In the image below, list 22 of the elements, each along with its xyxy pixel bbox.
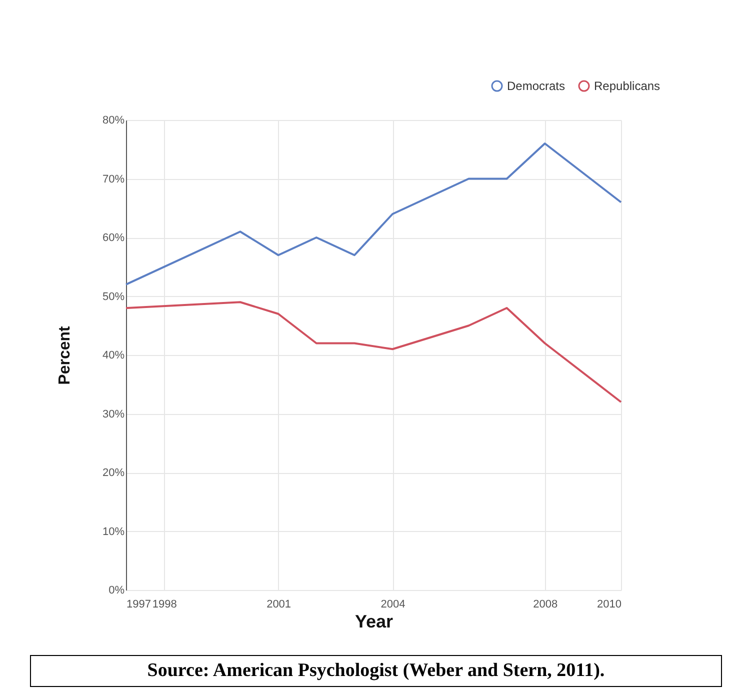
source-note: Source: American Psychologist (Weber and Stern, 2011). xyxy=(30,655,722,687)
x-tick-label: 2010 xyxy=(597,598,622,610)
legend-label: Republicans xyxy=(594,79,660,93)
y-axis-title: Percent xyxy=(56,325,74,385)
y-tick-label: 50% xyxy=(102,290,125,303)
x-tick-label: 1998 xyxy=(152,598,177,610)
x-tick-label: 2001 xyxy=(266,598,292,610)
y-tick-label: 10% xyxy=(102,526,125,538)
y-tick-label: 40% xyxy=(102,350,125,362)
x-tick-label: 2008 xyxy=(533,598,558,610)
line-series xyxy=(125,142,622,286)
x-tick-label: 1997 xyxy=(126,598,151,610)
y-tick-label: 60% xyxy=(102,232,125,244)
x-tick-label: 2004 xyxy=(380,598,406,610)
line-series xyxy=(125,301,622,403)
legend-label: Democrats xyxy=(507,79,566,93)
y-tick-label: 80% xyxy=(102,114,125,126)
x-axis-title: Year xyxy=(354,612,394,632)
y-tick-label: 30% xyxy=(102,408,125,420)
y-tick-label: 20% xyxy=(102,467,125,479)
y-tick-label: 70% xyxy=(102,173,125,186)
y-tick-label: 0% xyxy=(108,584,125,596)
